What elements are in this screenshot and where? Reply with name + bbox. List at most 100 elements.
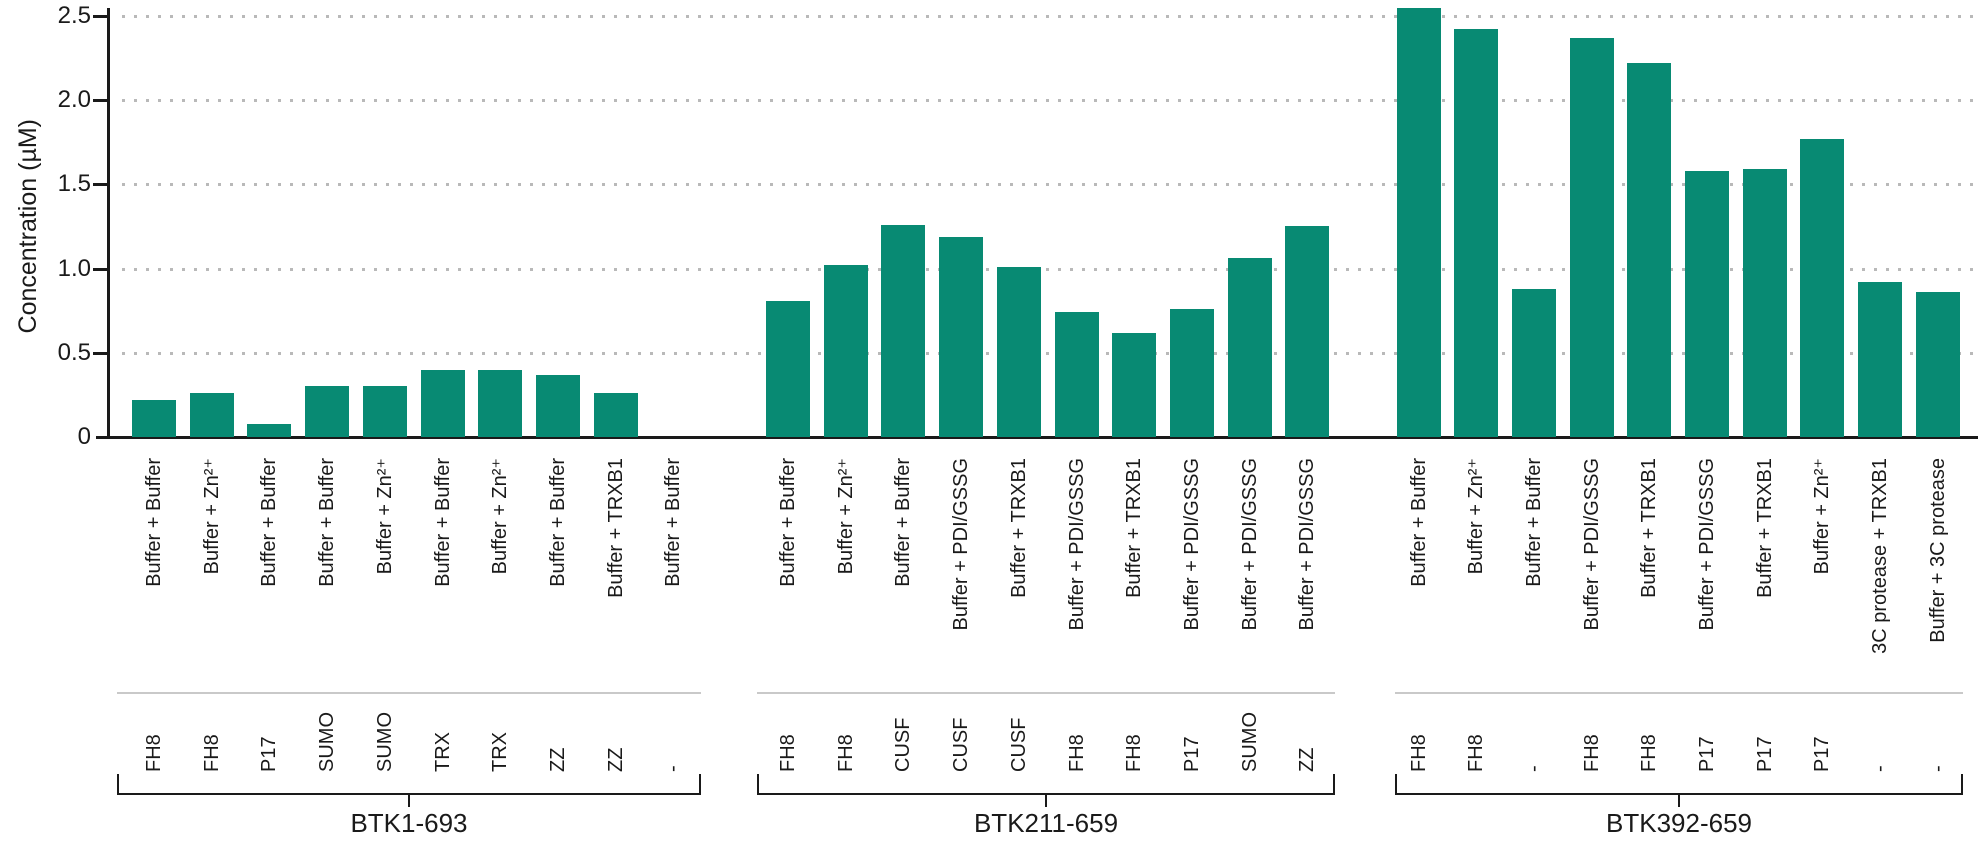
bar-condition-label: Buffer + Zn²⁺ (373, 458, 396, 575)
x-axis-line (96, 436, 1978, 439)
construct-tag-label: TRX (489, 732, 512, 772)
gridline (122, 183, 1978, 187)
bar (1169, 309, 1214, 437)
construct-tag-label: P17 (1696, 736, 1718, 772)
bar-condition-label: Buffer + Zn²⁺ (200, 458, 223, 575)
group-title: BTK392-659 (1606, 808, 1752, 838)
bar (766, 301, 810, 437)
bar-condition-label: Buffer + PDI/GSSG (1180, 458, 1203, 631)
y-axis-tick-label: 0 (77, 423, 91, 450)
bar (1511, 289, 1556, 437)
bar-condition-label: Buffer + TRXB1 (1753, 458, 1776, 598)
y-axis-tick-label: 1.5 (57, 170, 91, 198)
group-bracket (1395, 774, 1963, 795)
construct-tag-label: FH8 (200, 734, 223, 772)
bar-condition-label: Buffer + Buffer (892, 458, 915, 587)
group-bracket (117, 774, 701, 795)
gridline (122, 267, 1978, 271)
bar (1227, 258, 1272, 437)
y-axis-tick-label: 0.5 (57, 338, 91, 366)
bar-condition-label: Buffer + 3C protease (1926, 458, 1949, 643)
bar (593, 393, 638, 437)
gridline (122, 99, 1978, 103)
y-axis-tick-label: 2.5 (57, 2, 91, 29)
bar-condition-label: Buffer + Buffer (777, 458, 799, 587)
bar (362, 386, 407, 437)
construct-tag-label: P17 (1753, 736, 1776, 772)
bar (1627, 63, 1672, 437)
bar (1915, 292, 1960, 437)
construct-tag-label: - (1926, 765, 1949, 772)
bar (1685, 171, 1729, 437)
bar (1285, 226, 1330, 437)
y-axis-line (107, 8, 110, 439)
bar-condition-label: Buffer + TRXB1 (1007, 458, 1030, 598)
bar-condition-label: Buffer + PDI/GSSG (1296, 458, 1319, 631)
construct-tag-label: FH8 (1123, 734, 1146, 772)
bar (1396, 8, 1441, 437)
bar (247, 424, 292, 437)
construct-tag-label: FH8 (1407, 734, 1430, 772)
bar-condition-label: Buffer + Zn²⁺ (1811, 458, 1834, 575)
construct-tag-label: FH8 (1580, 734, 1603, 772)
bar (1054, 312, 1099, 437)
group-bracket-center-tick (1045, 793, 1047, 807)
y-axis-tick (93, 15, 107, 18)
bar (996, 267, 1041, 437)
construct-tag-label: SUMO (1238, 712, 1261, 772)
y-axis-tick-label: 2.0 (57, 86, 91, 114)
group-title: BTK1-693 (350, 808, 468, 838)
construct-tag-label: - (662, 765, 685, 772)
bar-condition-label: Buffer + Buffer (546, 458, 569, 587)
construct-tag-label: P17 (1811, 736, 1834, 772)
bar (420, 370, 465, 437)
construct-tag-label: P17 (1180, 736, 1203, 772)
group-separator-line (757, 692, 1335, 694)
construct-tag-label: - (1869, 765, 1892, 772)
bar (881, 225, 926, 437)
construct-tag-label: FH8 (834, 734, 857, 772)
bar (939, 237, 984, 437)
construct-tag-label: FH8 (1065, 734, 1088, 772)
group-bracket (757, 774, 1335, 795)
construct-tag-label: CUSF (1007, 717, 1030, 772)
construct-tag-label: ZZ (546, 747, 569, 772)
group-title: BTK211-659 (973, 808, 1119, 838)
bar-condition-label: 3C protease + TRXB1 (1869, 458, 1892, 654)
bar-condition-label: Buffer + TRXB1 (1123, 458, 1146, 598)
bar (305, 386, 350, 437)
bar (132, 400, 176, 437)
construct-tag-label: P17 (258, 736, 281, 772)
bar-condition-label: Buffer + Buffer (662, 458, 685, 587)
y-axis-title-box: Concentration (µM) (10, 0, 46, 452)
gridline (122, 15, 1978, 18)
bar (1112, 333, 1157, 437)
bar (189, 393, 234, 437)
bar-condition-label: Buffer + PDI/GSSG (1238, 458, 1261, 631)
y-axis-title: Concentration (µM) (13, 118, 42, 334)
bar-condition-label: Buffer + Zn²⁺ (1465, 458, 1488, 575)
group-separator-line (117, 692, 701, 694)
bar (1569, 38, 1614, 437)
bar (478, 370, 523, 437)
bar (823, 265, 868, 437)
bar-condition-label: Buffer + Buffer (143, 458, 165, 587)
group-bracket-center-tick (408, 793, 410, 807)
construct-tag-label: FH8 (1465, 734, 1488, 772)
bar-condition-label: Buffer + Buffer (1407, 458, 1430, 587)
construct-tag-label: SUMO (373, 712, 396, 772)
construct-tag-label: ZZ (1296, 747, 1319, 772)
bar-condition-label: Buffer + PDI/GSSG (950, 458, 973, 631)
construct-tag-label: CUSF (950, 717, 973, 772)
bar-condition-label: Buffer + Buffer (316, 458, 339, 587)
group-bracket-center-tick (1678, 793, 1680, 807)
bar-condition-label: Buffer + PDI/GSSG (1065, 458, 1088, 631)
bar-condition-label: Buffer + Zn²⁺ (834, 458, 857, 575)
bar (1454, 29, 1499, 437)
bar-condition-label: Buffer + TRXB1 (604, 458, 627, 598)
construct-tag-label: ZZ (604, 747, 627, 772)
y-axis-tick (93, 267, 107, 271)
bar-condition-label: Buffer + PDI/GSSG (1696, 458, 1718, 631)
construct-tag-label: FH8 (777, 734, 799, 772)
